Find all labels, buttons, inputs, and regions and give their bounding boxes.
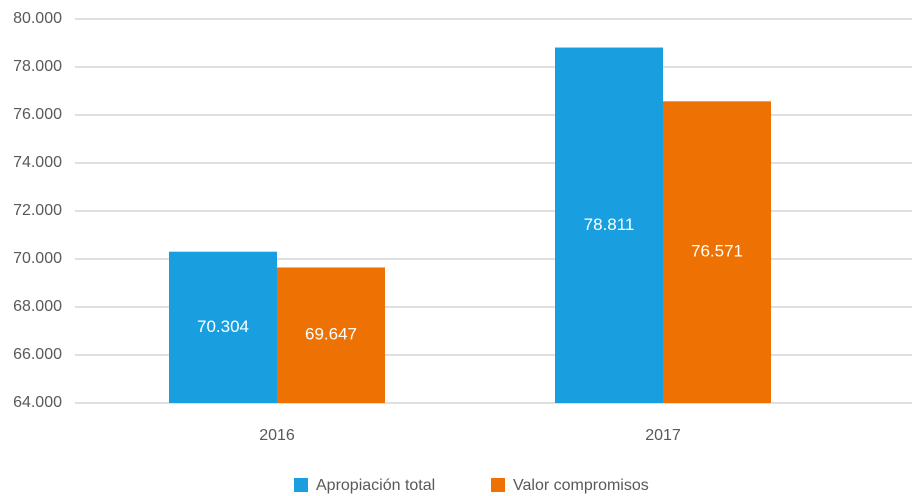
y-tick-label: 72.000 <box>13 202 62 219</box>
value-label: 70.304 <box>197 317 249 336</box>
y-tick-label: 74.000 <box>13 154 62 171</box>
value-label: 76.571 <box>691 242 743 261</box>
x-tick-label: 2016 <box>259 427 295 444</box>
y-tick-label: 76.000 <box>13 106 62 123</box>
value-label: 78.811 <box>584 215 635 234</box>
bar <box>663 101 771 404</box>
y-tick-label: 68.000 <box>13 298 62 315</box>
legend-swatch <box>294 478 308 492</box>
y-tick-label: 80.000 <box>13 10 62 27</box>
legend-label: Apropiación total <box>316 477 435 494</box>
y-tick-label: 78.000 <box>13 58 62 75</box>
bar <box>169 251 277 403</box>
value-label: 69.647 <box>305 325 357 344</box>
bar <box>555 47 663 403</box>
legend-label: Valor compromisos <box>513 477 649 494</box>
y-tick-label: 64.000 <box>13 394 62 411</box>
y-tick-label: 66.000 <box>13 346 62 363</box>
y-tick-label: 70.000 <box>13 250 62 267</box>
legend-swatch <box>491 478 505 492</box>
bar <box>277 267 385 403</box>
x-tick-label: 2017 <box>645 427 681 444</box>
